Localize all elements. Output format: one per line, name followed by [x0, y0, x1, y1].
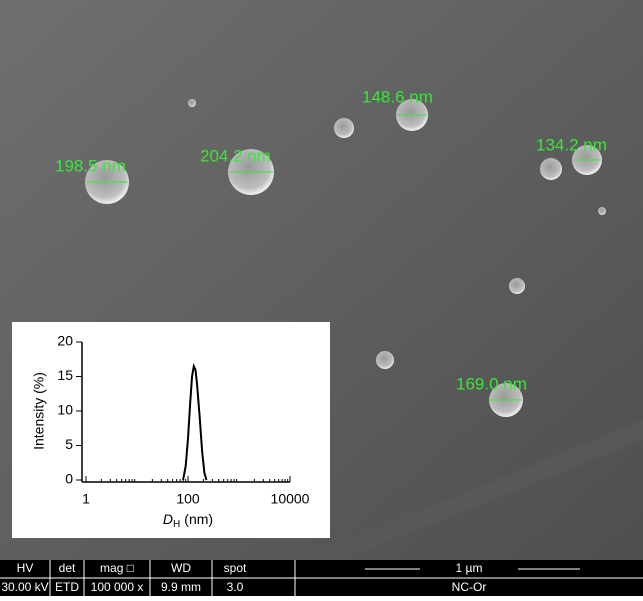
info-header: HV — [17, 561, 34, 575]
x-tick-label: 10000 — [271, 491, 310, 507]
y-tick-label: 10 — [57, 402, 73, 418]
y-axis-label: Intensity (%) — [31, 372, 47, 450]
particle — [509, 278, 525, 294]
sem-figure: 198.5 nm 204.2 nm 148.6 nm 134.2 nm 169.… — [0, 0, 643, 596]
info-value: ETD — [55, 580, 79, 594]
info-value: 3.0 — [227, 580, 244, 594]
particle — [334, 118, 354, 138]
particle — [540, 158, 562, 180]
info-header: mag □ — [100, 561, 134, 575]
size-label: 169.0 nm — [456, 374, 527, 393]
particle — [188, 99, 196, 107]
particle — [376, 351, 394, 369]
x-tick-label: 100 — [176, 491, 200, 507]
y-tick-label: 20 — [57, 333, 73, 349]
info-value: 100 000 x — [91, 580, 144, 594]
info-header: det — [59, 561, 76, 575]
info-header: spot — [224, 561, 247, 575]
sample-name: NC-Or — [452, 580, 487, 594]
size-label: 198.5 nm — [55, 156, 126, 175]
size-label: 204.2 nm — [200, 146, 271, 165]
y-tick-label: 15 — [57, 367, 73, 383]
x-label-symbol: D — [163, 511, 173, 527]
info-value: 30.00 kV — [1, 580, 48, 594]
size-label: 134.2 nm — [536, 135, 607, 154]
y-tick-label: 5 — [65, 436, 73, 452]
info-header: WD — [171, 561, 191, 575]
scale-label: 1 µm — [456, 561, 483, 575]
y-tick-label: 0 — [65, 471, 73, 487]
x-tick-label: 1 — [82, 491, 90, 507]
size-label: 148.6 nm — [362, 87, 433, 106]
x-label-subscript: H — [173, 519, 180, 530]
particle — [598, 207, 606, 215]
info-value: 9.9 mm — [161, 580, 201, 594]
x-label-unit: (nm) — [184, 511, 213, 527]
